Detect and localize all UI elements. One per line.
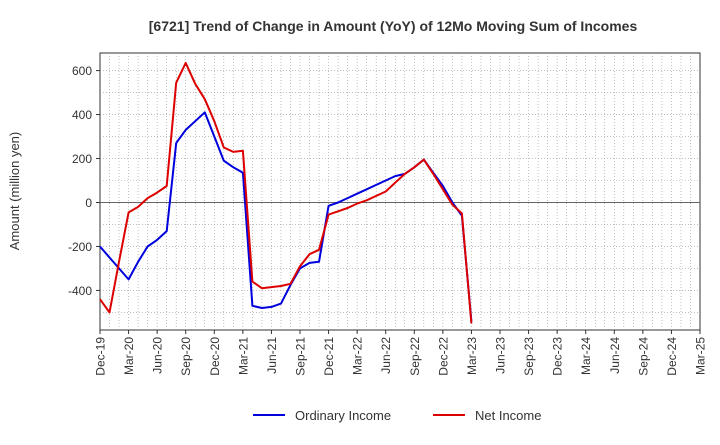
x-tick-label: Sep-20	[179, 337, 193, 376]
x-tick-label: Sep-22	[408, 337, 422, 376]
x-tick-label: Dec-20	[208, 337, 222, 376]
x-tick-label: Dec-19	[94, 337, 108, 376]
x-tick-label: Mar-25	[694, 337, 708, 375]
chart-title: [6721] Trend of Change in Amount (YoY) o…	[149, 18, 638, 34]
x-tick-label: Jun-21	[265, 337, 279, 374]
y-tick-label: 400	[72, 108, 92, 122]
x-tick-label: Jun-22	[379, 337, 393, 374]
x-tick-label: Mar-22	[351, 337, 365, 375]
legend-label: Ordinary Income	[295, 408, 391, 423]
y-tick-label: -200	[68, 240, 92, 254]
x-tick-label: Mar-23	[465, 337, 479, 375]
x-tick-label: Sep-24	[636, 337, 650, 376]
x-tick-label: Jun-23	[494, 337, 508, 374]
y-tick-label: 0	[85, 196, 92, 210]
x-tick-label: Dec-24	[665, 337, 679, 376]
x-tick-label: Jun-24	[608, 337, 622, 374]
x-tick-label: Dec-22	[436, 337, 450, 376]
legend-label: Net Income	[475, 408, 541, 423]
legend: Ordinary Income Net Income	[253, 408, 541, 423]
series-line-net-income	[99, 61, 473, 324]
x-tick-label: Sep-21	[294, 337, 308, 376]
y-tick-label: -400	[68, 284, 92, 298]
x-tick-label: Dec-21	[322, 337, 336, 376]
y-axis-label: Amount (million yen)	[7, 132, 22, 251]
y-tick-label: 200	[72, 152, 92, 166]
x-tick-label: Mar-20	[122, 337, 136, 375]
x-tick-label: Dec-23	[551, 337, 565, 376]
x-tick-label: Jun-20	[151, 337, 165, 374]
plot-area: -400 -200 0 200 400 600 Dec-19 Mar-20 Jun-20 Sep-…	[68, 52, 708, 376]
x-tick-label: Sep-23	[522, 337, 536, 376]
y-tick-label: 600	[72, 64, 92, 78]
plot-frame	[99, 52, 701, 331]
x-tick-label: Mar-21	[236, 337, 250, 375]
x-tick-label: Mar-24	[579, 337, 593, 375]
